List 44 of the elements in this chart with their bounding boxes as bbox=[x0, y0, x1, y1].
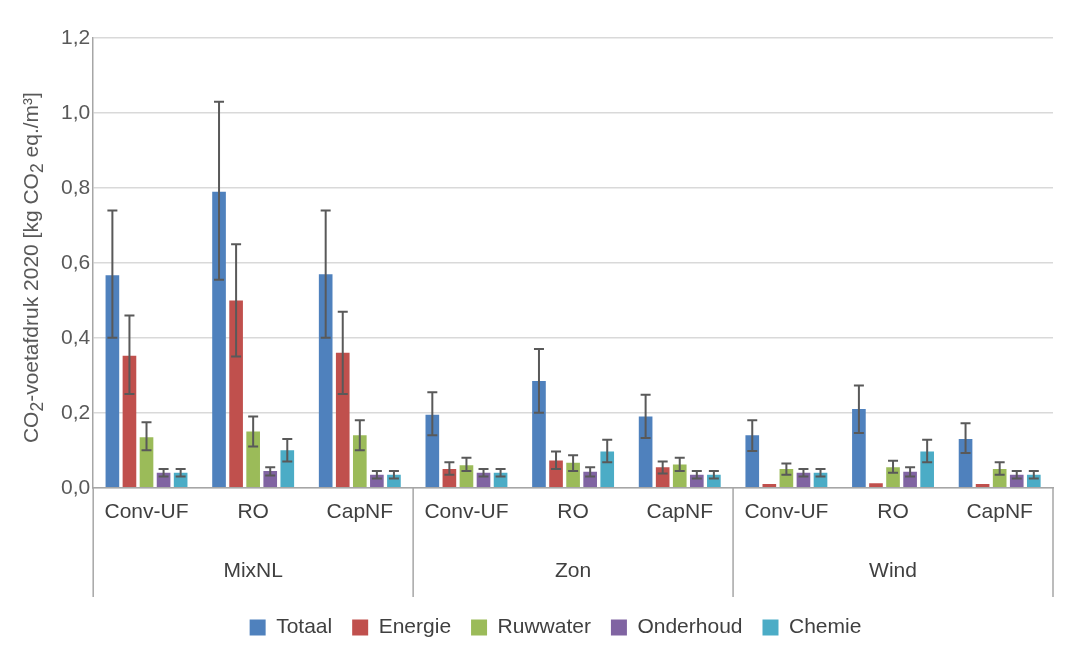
bar bbox=[869, 483, 883, 488]
bar bbox=[335, 352, 350, 488]
bar bbox=[246, 431, 260, 488]
bar bbox=[532, 380, 546, 488]
y-tick-label: 1,0 bbox=[60, 99, 91, 123]
y-tick-label: 0,2 bbox=[60, 399, 91, 423]
bar bbox=[852, 409, 866, 488]
bar bbox=[762, 484, 777, 488]
x-tick-label: CapNF bbox=[326, 499, 394, 523]
x-tick-label: Conv-UF bbox=[744, 499, 829, 523]
y-tick-label: 0,4 bbox=[60, 324, 91, 348]
bar bbox=[425, 414, 440, 488]
x-tick-label: RO bbox=[557, 499, 589, 523]
legend-label: Onderhoud bbox=[637, 614, 743, 638]
bar bbox=[122, 355, 137, 488]
y-tick-label: 0,8 bbox=[60, 174, 91, 198]
bar bbox=[975, 484, 990, 488]
y-tick-label: 0,6 bbox=[60, 249, 91, 273]
bar bbox=[745, 435, 760, 488]
x-tick-label: RO bbox=[877, 499, 909, 523]
x-tick-label: CapNF bbox=[646, 499, 714, 523]
bar bbox=[105, 275, 120, 488]
legend-label: Totaal bbox=[276, 614, 333, 638]
x-tick-label: Conv-UF bbox=[424, 499, 509, 523]
bar bbox=[212, 191, 226, 488]
y-tick-label: 0,0 bbox=[60, 474, 91, 498]
text: MixNL bbox=[223, 557, 283, 581]
bar bbox=[352, 435, 367, 488]
bar bbox=[549, 460, 563, 488]
x-tick-label: Conv-UF bbox=[104, 499, 189, 523]
legend-label: Energie bbox=[378, 614, 452, 638]
bar bbox=[280, 450, 295, 488]
y-tick-label: 1,2 bbox=[60, 24, 91, 48]
bar bbox=[672, 464, 687, 488]
bar bbox=[920, 451, 934, 488]
text: Wind bbox=[869, 557, 917, 581]
bar bbox=[318, 274, 333, 488]
legend-label: Ruwwater bbox=[497, 614, 591, 638]
bar bbox=[600, 451, 615, 488]
x-tick-label: RO bbox=[237, 499, 269, 523]
legend-label: Chemie bbox=[789, 614, 862, 638]
x-tick-label: CapNF bbox=[966, 499, 1033, 523]
text: Zon bbox=[555, 557, 592, 581]
bar bbox=[229, 300, 243, 488]
